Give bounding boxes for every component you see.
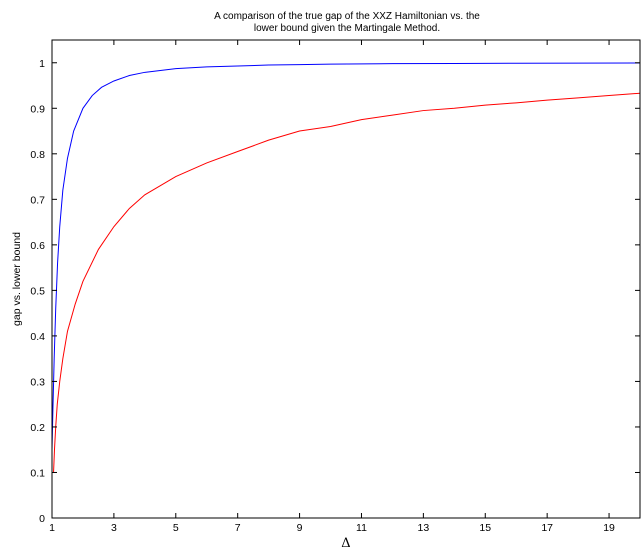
chart-title: A comparison of the true gap of the XXZ … (214, 11, 480, 34)
series-line-2 (53, 92, 641, 473)
y-tick-label: 0.1 (30, 467, 45, 479)
x-tick-label: 5 (173, 522, 179, 534)
y-tick-label: 0.9 (30, 103, 45, 115)
y-tick-label: 0.8 (30, 149, 45, 161)
series-group (51, 62, 641, 473)
x-tick-label: 1 (49, 522, 55, 534)
chart-title-line-1: A comparison of the true gap of the XXZ … (214, 11, 480, 22)
y-tick-labels: 0 0.1 0.2 0.3 0.4 0.5 0.6 0.7 0.8 0.9 1 (30, 58, 45, 525)
y-tick-label: 0.7 (30, 194, 45, 206)
x-tick-label: 15 (479, 522, 491, 534)
x-tick-label: 19 (603, 522, 615, 534)
x-tick-label: 7 (235, 522, 241, 534)
y-tick-label: 1 (39, 58, 45, 70)
x-tick-label: 11 (356, 522, 367, 534)
ticks-group (51, 40, 640, 519)
y-tick-label: 0 (39, 513, 45, 525)
y-tick-label: 0.4 (30, 331, 45, 343)
y-axis-label: gap vs. lower bound (11, 232, 23, 326)
axes-box (51, 39, 641, 519)
y-tick-label: 0.6 (30, 240, 45, 252)
chart-title-line-2: lower bound given the Martingale Method. (254, 23, 440, 34)
y-tick-label: 0.2 (30, 422, 45, 434)
y-tick-label: 0.5 (30, 285, 45, 297)
y-tick-label: 0.3 (30, 376, 45, 388)
x-tick-label: 3 (111, 522, 117, 534)
x-tick-labels: 1 3 5 7 9 11 13 15 17 19 (49, 522, 615, 534)
x-tick-label: 17 (541, 522, 553, 534)
x-axis-label: Δ (341, 536, 350, 551)
x-tick-label: 13 (418, 522, 430, 534)
series-line-1 (51, 62, 641, 450)
x-tick-label: 9 (297, 522, 303, 534)
